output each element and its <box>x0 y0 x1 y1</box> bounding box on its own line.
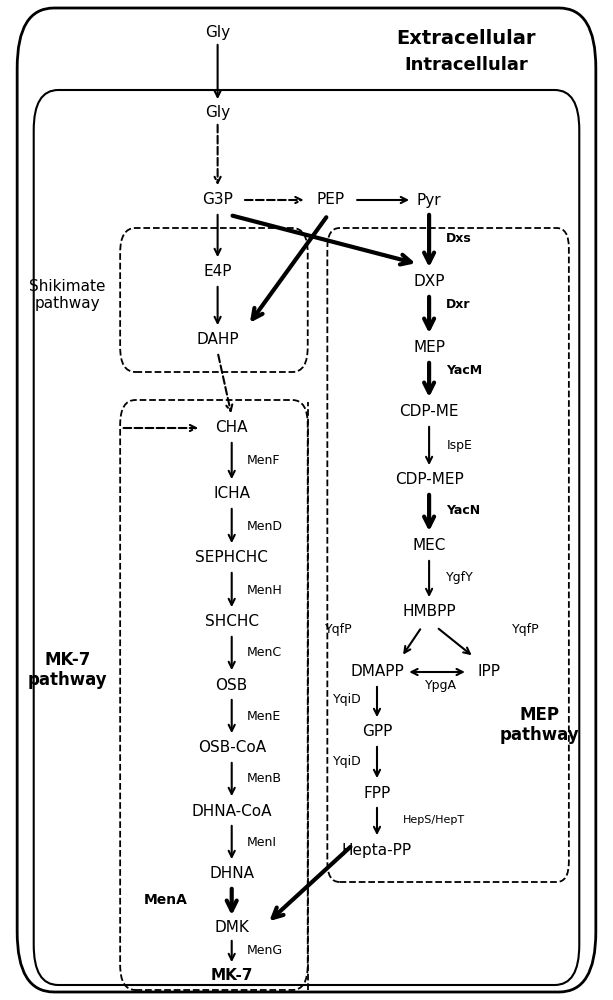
Text: HepS/HepT: HepS/HepT <box>403 815 465 825</box>
Text: MenB: MenB <box>247 772 282 786</box>
Text: MEP: MEP <box>413 340 445 356</box>
FancyBboxPatch shape <box>34 90 579 985</box>
Text: CDP-ME: CDP-ME <box>399 404 459 420</box>
Text: MenG: MenG <box>247 944 283 958</box>
Text: MenA: MenA <box>143 893 188 907</box>
Text: MenE: MenE <box>247 710 281 722</box>
Text: MenH: MenH <box>247 584 283 596</box>
Text: MenF: MenF <box>247 454 281 468</box>
Text: GPP: GPP <box>362 724 392 740</box>
Text: Intracellular: Intracellular <box>404 56 528 74</box>
Text: Hepta-PP: Hepta-PP <box>342 842 412 857</box>
Text: MEC: MEC <box>413 538 446 554</box>
Text: CHA: CHA <box>215 420 248 436</box>
Text: YacN: YacN <box>446 504 481 516</box>
Text: DMK: DMK <box>215 920 249 936</box>
Text: Pyr: Pyr <box>417 192 441 208</box>
Text: MenC: MenC <box>247 647 282 660</box>
Text: HMBPP: HMBPP <box>402 604 456 619</box>
Text: PEP: PEP <box>317 192 345 208</box>
Text: DAHP: DAHP <box>196 332 239 348</box>
Text: Extracellular: Extracellular <box>396 28 536 47</box>
FancyBboxPatch shape <box>17 8 596 992</box>
Text: FPP: FPP <box>364 786 390 800</box>
Text: SHCHC: SHCHC <box>205 614 259 630</box>
Text: YqiD: YqiD <box>333 756 362 768</box>
Text: YacM: YacM <box>446 363 482 376</box>
Text: YqfP: YqfP <box>325 624 352 637</box>
Text: MK-7
pathway: MK-7 pathway <box>28 651 107 689</box>
Text: Dxr: Dxr <box>446 298 471 312</box>
Text: Gly: Gly <box>205 24 230 39</box>
Text: G3P: G3P <box>202 192 233 208</box>
Text: OSB: OSB <box>216 678 248 692</box>
Text: YgfY: YgfY <box>446 572 474 584</box>
Text: IPP: IPP <box>478 664 501 680</box>
Text: E4P: E4P <box>204 264 232 279</box>
Text: DMAPP: DMAPP <box>350 664 404 680</box>
Text: DHNA: DHNA <box>209 866 254 882</box>
Text: DXP: DXP <box>413 274 445 290</box>
Text: MenI: MenI <box>247 836 277 848</box>
Text: ICHA: ICHA <box>213 487 250 502</box>
Text: Gly: Gly <box>205 104 230 119</box>
Text: MenD: MenD <box>247 520 283 532</box>
Text: IspE: IspE <box>446 438 472 452</box>
Text: Dxs: Dxs <box>446 232 472 244</box>
Text: SEPHCHC: SEPHCHC <box>196 550 268 566</box>
Text: YpgA: YpgA <box>425 678 457 692</box>
Text: YqiD: YqiD <box>333 694 362 706</box>
Text: OSB-CoA: OSB-CoA <box>197 740 266 756</box>
Text: MK-7: MK-7 <box>210 968 253 982</box>
Text: MEP
pathway: MEP pathway <box>500 706 579 744</box>
Text: Shikimate
pathway: Shikimate pathway <box>29 279 105 311</box>
Text: YqfP: YqfP <box>512 624 539 637</box>
Text: DHNA-CoA: DHNA-CoA <box>191 804 272 818</box>
Text: CDP-MEP: CDP-MEP <box>395 473 463 488</box>
